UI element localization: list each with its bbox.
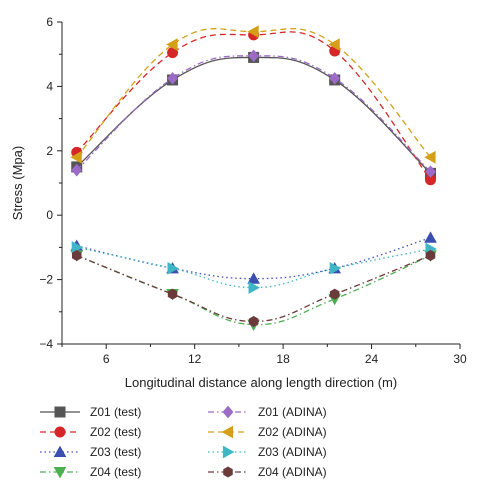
legend-entry: Z04 (test) <box>40 465 141 479</box>
series-7 <box>71 241 437 294</box>
legend-label: Z04 (ADINA) <box>258 465 327 479</box>
data-point <box>329 72 341 85</box>
legend-entry: Z04 (ADINA) <box>208 465 327 479</box>
data-point <box>424 231 437 243</box>
data-point <box>425 174 437 186</box>
legend-entry: Z02 (test) <box>40 425 141 439</box>
data-point <box>248 281 260 294</box>
legend-label: Z03 (ADINA) <box>258 445 327 459</box>
data-point <box>71 249 82 261</box>
legend-label: Z02 (ADINA) <box>258 425 327 439</box>
legend-entry: Z03 (test) <box>40 445 141 459</box>
legend-label: Z01 (ADINA) <box>258 405 327 419</box>
legend-marker <box>54 426 66 438</box>
data-point <box>425 249 436 261</box>
x-tick-label: 30 <box>453 352 467 366</box>
data-point <box>248 315 259 327</box>
y-tick-label: 4 <box>46 79 53 93</box>
y-tick-label: −2 <box>39 273 53 287</box>
data-point <box>167 47 179 59</box>
x-tick-label: 24 <box>365 352 379 366</box>
legend-entry: Z01 (ADINA) <box>208 405 327 419</box>
data-point <box>329 288 340 300</box>
data-point <box>247 25 259 38</box>
legend-marker <box>222 405 234 419</box>
data-point <box>167 72 178 85</box>
legend-marker <box>222 445 235 459</box>
legend-marker <box>221 425 234 439</box>
x-tick-label: 18 <box>276 352 290 366</box>
x-axis-label: Longitudinal distance along length direc… <box>125 375 397 390</box>
series-8 <box>71 249 436 327</box>
data-point <box>71 163 83 177</box>
x-tick-label: 6 <box>103 352 110 366</box>
legend-marker <box>54 406 66 418</box>
y-tick-label: −4 <box>39 337 53 351</box>
y-tick-label: 6 <box>46 15 53 29</box>
data-point <box>166 38 178 51</box>
legend-entry: Z03 (ADINA) <box>208 445 327 459</box>
data-point <box>167 262 179 275</box>
legend-label: Z02 (test) <box>90 425 141 439</box>
y-axis-label: Stress (Mpa) <box>10 146 25 220</box>
legend-marker <box>53 466 67 479</box>
data-point <box>71 241 84 254</box>
series-line <box>76 55 431 173</box>
legend-entry: Z01 (test) <box>40 405 141 419</box>
y-tick-label: 0 <box>46 208 53 222</box>
series-1 <box>71 51 437 179</box>
legend: Z01 (test) Z02 (test) Z03 (test) Z04 (test)… <box>40 405 327 479</box>
legend-marker <box>223 466 233 478</box>
legend-marker <box>53 445 67 458</box>
series-line <box>76 28 432 158</box>
legend-label: Z01 (test) <box>90 405 141 419</box>
y-tick-label: 2 <box>46 144 53 158</box>
series-6 <box>70 25 436 164</box>
data-point <box>167 288 178 300</box>
data-point <box>328 38 340 51</box>
plot-area <box>70 25 437 332</box>
data-point <box>70 150 82 164</box>
legend-label: Z03 (test) <box>90 445 141 459</box>
data-point <box>248 49 260 63</box>
data-point <box>424 150 436 164</box>
series-5 <box>71 49 436 179</box>
series-line <box>76 56 431 174</box>
legend-entry: Z02 (ADINA) <box>208 425 327 439</box>
data-point <box>425 165 436 179</box>
legend-label: Z04 (test) <box>90 465 141 479</box>
data-point <box>247 272 260 284</box>
data-point <box>329 262 342 275</box>
x-tick-label: 12 <box>188 352 202 366</box>
